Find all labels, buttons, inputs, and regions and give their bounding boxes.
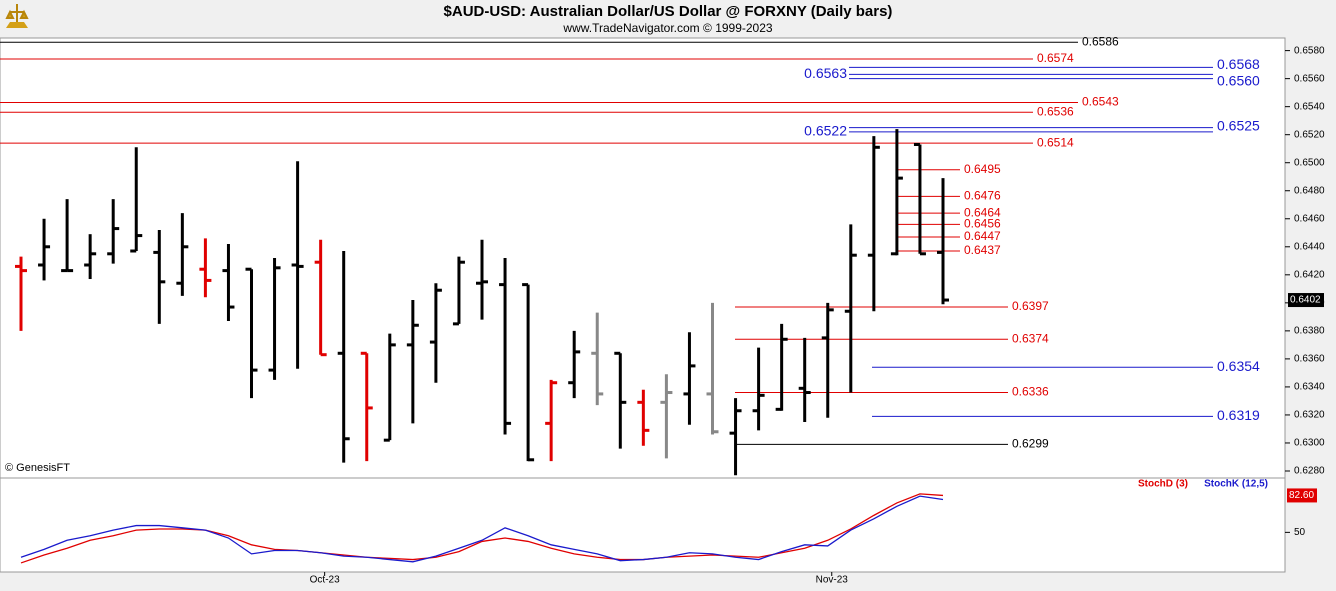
y-tick-label: 0.6280 xyxy=(1294,466,1325,477)
y-tick-label: 0.6320 xyxy=(1294,410,1325,421)
last-price-label: 0.6402 xyxy=(1290,295,1321,306)
y-tick-label: 0.6460 xyxy=(1294,213,1325,224)
level-label: 0.6437 xyxy=(964,243,1001,257)
last-price-box xyxy=(1288,293,1324,308)
stoch-line xyxy=(20,493,944,564)
level-label: 0.6522 xyxy=(804,123,847,139)
level-label: 0.6568 xyxy=(1217,56,1260,72)
level-label: 0.6456 xyxy=(964,217,1001,231)
level-label: 0.6563 xyxy=(804,65,847,81)
level-label: 0.6514 xyxy=(1037,135,1074,149)
y2-tick-label: 50 xyxy=(1294,527,1306,538)
level-label: 0.6525 xyxy=(1217,117,1260,133)
y-tick-label: 0.6560 xyxy=(1294,73,1325,84)
value-label-box xyxy=(1287,488,1317,503)
x-tick-label: Oct-23 xyxy=(310,575,340,586)
y-tick-label: 0.6300 xyxy=(1294,438,1325,449)
level-label: 0.6299 xyxy=(1012,437,1049,451)
y-tick-label: 0.6360 xyxy=(1294,354,1325,365)
level-label: 0.6586 xyxy=(1082,34,1119,48)
y-tick-label: 0.6440 xyxy=(1294,241,1325,252)
chart-title: $AUD-USD: Australian Dollar/US Dollar @ … xyxy=(444,3,893,20)
y-tick-label: 0.6380 xyxy=(1294,326,1325,337)
level-label: 0.6374 xyxy=(1012,331,1049,345)
legend-entry: StochD (3) xyxy=(1138,479,1188,490)
level-label: 0.6536 xyxy=(1037,104,1074,118)
level-label: 0.6447 xyxy=(964,229,1001,243)
level-label: 0.6560 xyxy=(1217,72,1260,88)
y-tick-label: 0.6480 xyxy=(1294,185,1325,196)
y-tick-label: 0.6540 xyxy=(1294,101,1325,112)
y-tick-label: 0.6420 xyxy=(1294,269,1325,280)
y-tick-label: 0.6500 xyxy=(1294,157,1325,168)
level-label: 0.6397 xyxy=(1012,299,1049,313)
value-label: 82.60 xyxy=(1289,490,1314,501)
indicator-panel xyxy=(0,477,1286,573)
y-tick-label: 0.6520 xyxy=(1294,129,1325,140)
level-label: 0.6319 xyxy=(1217,407,1260,423)
level-label: 0.6574 xyxy=(1037,51,1074,65)
level-label: 0.6495 xyxy=(964,162,1001,176)
legend-entry: StochK (12,5) xyxy=(1204,479,1268,490)
logo xyxy=(5,4,29,28)
subtitle: www.TradeNavigator.com © 1999-2023 xyxy=(562,21,772,35)
level-label: 0.6336 xyxy=(1012,385,1049,399)
level-label: 0.6354 xyxy=(1217,358,1260,374)
level-label: 0.6543 xyxy=(1082,95,1119,109)
level-label: 0.6476 xyxy=(964,189,1001,203)
watermark: © GenesisFT xyxy=(5,462,70,474)
stoch-line xyxy=(20,495,944,563)
y-tick-label: 0.6340 xyxy=(1294,382,1325,393)
y-tick-label: 0.6580 xyxy=(1294,45,1325,56)
level-label: 0.6464 xyxy=(964,205,1001,219)
x-tick-label: Nov-23 xyxy=(816,575,849,586)
